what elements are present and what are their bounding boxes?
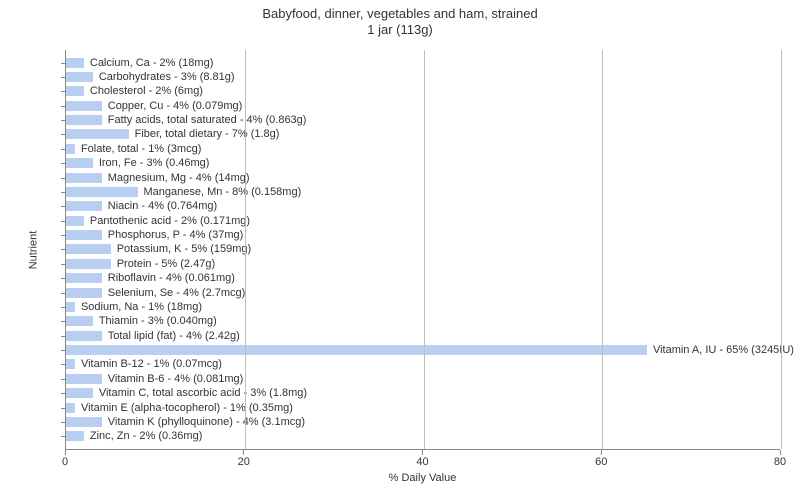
bar-label: Fatty acids, total saturated - 4% (0.863… bbox=[108, 114, 307, 126]
bar bbox=[66, 331, 102, 341]
x-tick-label: 40 bbox=[416, 456, 428, 468]
bar-label: Vitamin K (phylloquinone) - 4% (3.1mcg) bbox=[108, 416, 305, 428]
x-axis-ticks: 020406080 bbox=[65, 450, 780, 470]
bar bbox=[66, 273, 102, 283]
bar bbox=[66, 345, 647, 355]
bar bbox=[66, 101, 102, 111]
bar-label: Potassium, K - 5% (159mg) bbox=[117, 243, 252, 255]
bar-label: Manganese, Mn - 8% (0.158mg) bbox=[144, 186, 302, 198]
bar bbox=[66, 431, 84, 441]
bar-label: Riboflavin - 4% (0.061mg) bbox=[108, 272, 235, 284]
plot-area: Calcium, Ca - 2% (18mg) Carbohydrates - 3… bbox=[65, 50, 780, 450]
bar-label: Vitamin C, total ascorbic acid - 3% (1.8… bbox=[99, 387, 307, 399]
bar bbox=[66, 187, 138, 197]
bar bbox=[66, 316, 93, 326]
bar-label: Fiber, total dietary - 7% (1.8g) bbox=[135, 128, 280, 140]
bar bbox=[66, 216, 84, 226]
bar bbox=[66, 403, 75, 413]
bar-label: Calcium, Ca - 2% (18mg) bbox=[90, 57, 213, 69]
bar bbox=[66, 173, 102, 183]
bar-label: Sodium, Na - 1% (18mg) bbox=[81, 301, 202, 313]
bar bbox=[66, 359, 75, 369]
bar-label: Selenium, Se - 4% (2.7mcg) bbox=[108, 287, 246, 299]
x-tick-label: 20 bbox=[238, 456, 250, 468]
bar-label: Zinc, Zn - 2% (0.36mg) bbox=[90, 430, 202, 442]
bar bbox=[66, 58, 84, 68]
bar bbox=[66, 417, 102, 427]
gridline bbox=[781, 50, 782, 449]
x-tick-label: 60 bbox=[595, 456, 607, 468]
y-axis-label: Nutrient bbox=[27, 231, 39, 270]
bar bbox=[66, 374, 102, 384]
bar bbox=[66, 158, 93, 168]
bar-label: Magnesium, Mg - 4% (14mg) bbox=[108, 172, 250, 184]
bar bbox=[66, 288, 102, 298]
bar-label: Folate, total - 1% (3mcg) bbox=[81, 143, 201, 155]
bar-label: Iron, Fe - 3% (0.46mg) bbox=[99, 157, 210, 169]
gridline bbox=[424, 50, 425, 449]
nutrient-bar-chart: Babyfood, dinner, vegetables and ham, st… bbox=[0, 0, 800, 500]
bar-label: Vitamin B-6 - 4% (0.081mg) bbox=[108, 373, 244, 385]
x-tick: 60 bbox=[595, 450, 607, 468]
bar bbox=[66, 129, 129, 139]
bar bbox=[66, 144, 75, 154]
bar-label: Niacin - 4% (0.764mg) bbox=[108, 200, 217, 212]
bar-label: Phosphorus, P - 4% (37mg) bbox=[108, 229, 244, 241]
bar-label: Thiamin - 3% (0.040mg) bbox=[99, 315, 217, 327]
chart-title: Babyfood, dinner, vegetables and ham, st… bbox=[0, 6, 800, 39]
x-tick: 0 bbox=[62, 450, 68, 468]
bar bbox=[66, 244, 111, 254]
bar bbox=[66, 388, 93, 398]
x-tick-label: 80 bbox=[774, 456, 786, 468]
bar bbox=[66, 72, 93, 82]
chart-title-line1: Babyfood, dinner, vegetables and ham, st… bbox=[262, 6, 537, 21]
bar bbox=[66, 230, 102, 240]
x-tick: 80 bbox=[774, 450, 786, 468]
x-tick-label: 0 bbox=[62, 456, 68, 468]
bar-label: Protein - 5% (2.47g) bbox=[117, 258, 215, 270]
bar-label: Vitamin E (alpha-tocopherol) - 1% (0.35m… bbox=[81, 402, 293, 414]
bar bbox=[66, 115, 102, 125]
bar bbox=[66, 201, 102, 211]
bar-label: Copper, Cu - 4% (0.079mg) bbox=[108, 100, 243, 112]
x-tick: 40 bbox=[416, 450, 428, 468]
bar-label: Vitamin B-12 - 1% (0.07mcg) bbox=[81, 358, 222, 370]
gridline bbox=[245, 50, 246, 449]
bar bbox=[66, 86, 84, 96]
bar-label: Total lipid (fat) - 4% (2.42g) bbox=[108, 330, 240, 342]
bar-label: Vitamin A, IU - 65% (3245IU) bbox=[653, 344, 794, 356]
bar bbox=[66, 302, 75, 312]
bar-label: Pantothenic acid - 2% (0.171mg) bbox=[90, 215, 250, 227]
bar-label: Cholesterol - 2% (6mg) bbox=[90, 85, 203, 97]
x-axis-label: % Daily Value bbox=[65, 472, 780, 484]
bar-label: Carbohydrates - 3% (8.81g) bbox=[99, 71, 235, 83]
bar bbox=[66, 259, 111, 269]
chart-title-line2: 1 jar (113g) bbox=[0, 22, 800, 38]
gridline bbox=[602, 50, 603, 449]
x-tick: 20 bbox=[238, 450, 250, 468]
